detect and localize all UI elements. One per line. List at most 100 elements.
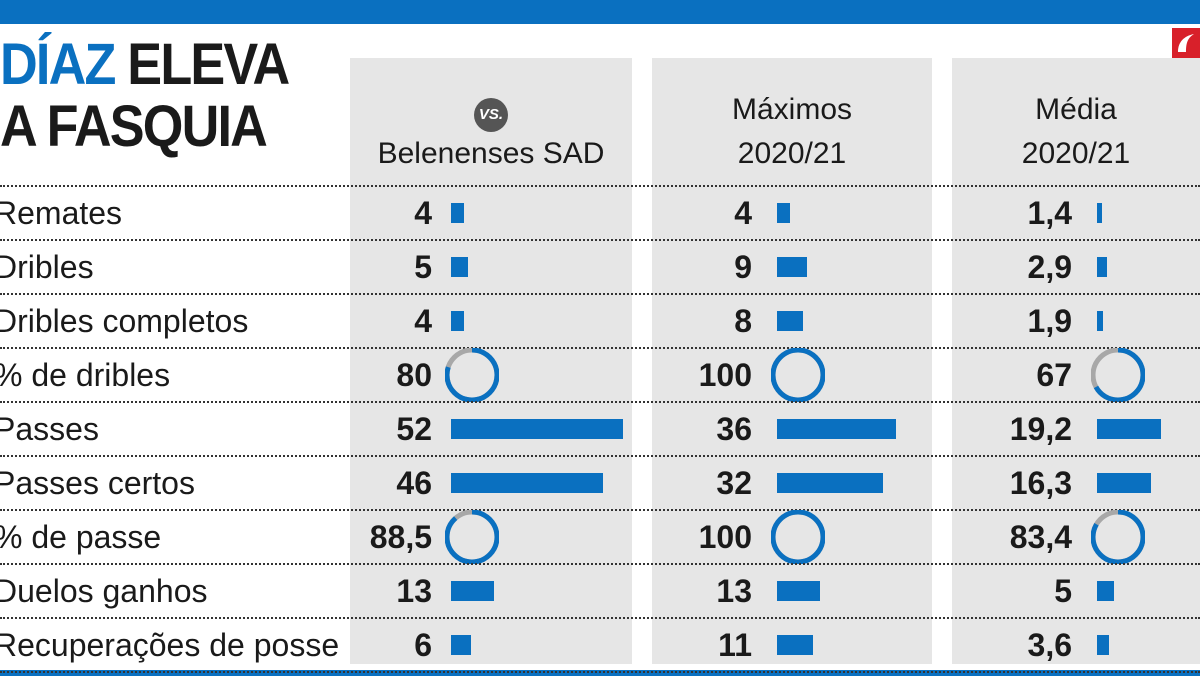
value-label: 13: [396, 573, 432, 609]
percent-ring: [1091, 510, 1145, 564]
value-bar: [777, 635, 814, 655]
percent-ring: [771, 510, 825, 564]
percent-ring-fill: [1091, 348, 1145, 402]
table-row: Recuperações de posse 6 11 3,6: [0, 618, 1200, 672]
value-label: 1,9: [1027, 303, 1072, 339]
value-bar: [451, 581, 494, 601]
title-highlight: DÍAZ: [0, 32, 116, 97]
top-accent-bar: [0, 0, 1200, 24]
value-bar: [451, 311, 465, 331]
value-label: 16,3: [1009, 465, 1072, 501]
value-label: 9: [734, 249, 752, 285]
table-row: Passes 52 36 19,2: [0, 402, 1200, 456]
value-bar: [777, 311, 804, 331]
value-label: 36: [716, 411, 752, 447]
table-row: Duelos ganhos 13 13 5: [0, 564, 1200, 618]
title-line2: A FASQUIA: [0, 94, 268, 159]
row-divider: [0, 671, 1200, 673]
value-label: 80: [396, 357, 432, 393]
column-header-line2: 2020/21: [1021, 137, 1131, 170]
value-label: 4: [414, 195, 432, 231]
value-label: 46: [396, 465, 432, 501]
value-bar: [777, 203, 791, 223]
value-label: 100: [698, 357, 752, 393]
value-bar: [1097, 203, 1102, 223]
value-label: 52: [396, 411, 432, 447]
publisher-logo-icon: [1172, 28, 1200, 58]
column-header-label: Belenenses SAD: [377, 137, 605, 170]
value-label: 1,4: [1027, 195, 1072, 231]
value-bar: [1097, 473, 1151, 493]
value-label: 8: [734, 303, 752, 339]
table-row: Remates 4 4 1,4: [0, 186, 1200, 240]
value-bar: [451, 419, 623, 439]
value-label: 19,2: [1009, 411, 1072, 447]
column-header-line1: Máximos: [731, 93, 852, 126]
value-bar: [451, 473, 604, 493]
value-label: 5: [414, 249, 432, 285]
percent-ring: [445, 348, 499, 402]
table-row: Dribles 5 9 2,9: [0, 240, 1200, 294]
row-label: Passes certos: [0, 465, 195, 501]
row-divider: [0, 293, 1200, 295]
row-label: Dribles: [0, 249, 94, 285]
row-divider: [0, 617, 1200, 619]
column-header-media: Média 2020/21: [952, 88, 1200, 176]
value-label: 3,6: [1027, 627, 1072, 663]
column-header-belenenses: VS. Belenenses SAD: [350, 88, 632, 176]
table-row: % de passe 88,5 100 83,4: [0, 510, 1200, 564]
table-row: Passes certos 46 32 16,3: [0, 456, 1200, 510]
row-divider: [0, 401, 1200, 403]
row-divider: [0, 509, 1200, 511]
value-label: 2,9: [1027, 249, 1072, 285]
percent-ring: [1091, 348, 1145, 402]
percent-ring-fill: [445, 348, 499, 402]
row-divider: [0, 239, 1200, 241]
value-label: 83,4: [1009, 519, 1072, 555]
row-label: Remates: [0, 195, 123, 231]
value-label: 11: [718, 627, 752, 663]
percent-ring-fill: [445, 510, 499, 564]
value-bar: [1097, 257, 1107, 277]
value-label: 5: [1054, 573, 1072, 609]
percent-ring: [771, 348, 825, 402]
row-divider: [0, 347, 1200, 349]
row-divider: [0, 563, 1200, 565]
value-label: 32: [716, 465, 752, 501]
value-bar: [1097, 581, 1114, 601]
row-label: Passes: [0, 411, 99, 447]
value-label: 88,5: [369, 519, 432, 555]
percent-ring-fill: [771, 510, 825, 564]
value-label: 67: [1036, 357, 1072, 393]
row-label: Duelos ganhos: [0, 573, 208, 609]
row-divider: [0, 185, 1200, 187]
column-header-line2: 2020/21: [737, 137, 847, 170]
table-row: % de dribles 80 100 67: [0, 348, 1200, 402]
percent-ring: [445, 510, 499, 564]
value-bar: [777, 473, 883, 493]
value-label: 13: [716, 573, 752, 609]
title-line1-rest: ELEVA: [114, 32, 290, 97]
row-label: % de passe: [0, 519, 162, 555]
percent-ring-fill: [771, 348, 825, 402]
row-divider: [0, 455, 1200, 457]
percent-ring-fill: [1091, 510, 1145, 564]
value-label: 4: [414, 303, 432, 339]
value-bar: [451, 203, 465, 223]
value-label: 6: [414, 627, 432, 663]
page-title: DÍAZ ELEVA A FASQUIA: [0, 36, 290, 160]
value-bar: [451, 257, 468, 277]
value-label: 100: [698, 519, 752, 555]
row-label: Recuperações de posse: [0, 627, 340, 663]
value-bar: [1097, 311, 1104, 331]
value-bar: [1097, 419, 1161, 439]
value-bar: [777, 257, 807, 277]
value-bar: [451, 635, 471, 655]
value-bar: [777, 581, 820, 601]
vs-badge-icon: VS.: [474, 98, 508, 132]
row-label: % de dribles: [0, 357, 171, 393]
column-header-maximos: Máximos 2020/21: [652, 88, 932, 176]
row-label: Dribles completos: [0, 303, 249, 339]
table-row: Dribles completos 4 8 1,9: [0, 294, 1200, 348]
value-bar: [1097, 635, 1109, 655]
